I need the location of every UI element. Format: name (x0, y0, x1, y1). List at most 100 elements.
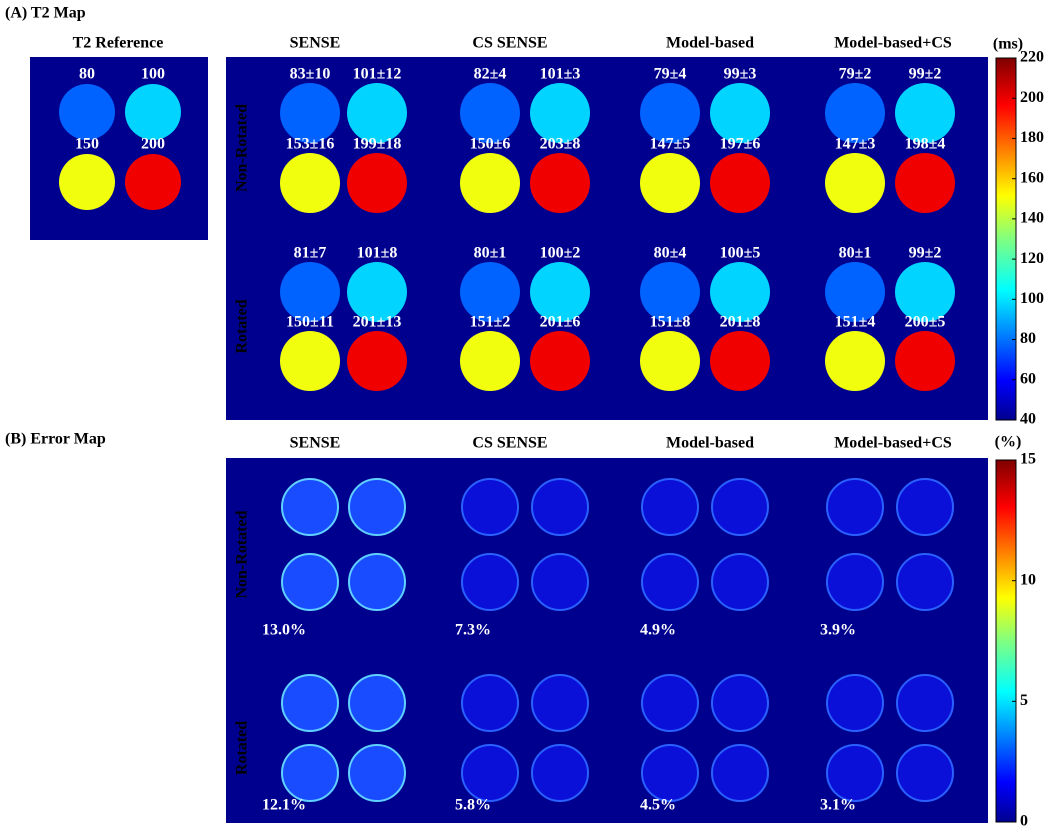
column-header: SENSE (290, 35, 341, 52)
mean-sd-label: 80±1 (474, 245, 507, 262)
error-phantom (461, 553, 519, 611)
colorbar-tick-label: 40 (1020, 411, 1036, 428)
error-phantom (348, 744, 406, 802)
colorbar-tick-label: 0 (1020, 813, 1028, 830)
phantom (125, 84, 181, 140)
row-label: Rotated (234, 299, 251, 353)
phantom (825, 83, 885, 143)
error-phantom (531, 478, 589, 536)
phantom (280, 331, 340, 391)
phantom (640, 153, 700, 213)
mean-sd-label: 151±2 (470, 314, 511, 331)
phantom (710, 331, 770, 391)
colorbar-tick-label: 200 (1020, 89, 1044, 106)
phantom (530, 262, 590, 322)
mean-sd-label: 201±8 (720, 314, 761, 331)
reference-panel (30, 57, 208, 240)
error-phantom (826, 478, 884, 536)
phantom (710, 153, 770, 213)
colorbar-a (995, 57, 1017, 421)
error-phantom (531, 674, 589, 732)
phantom (640, 262, 700, 322)
row-label: Rotated (234, 721, 251, 775)
mean-sd-label: 150±11 (286, 314, 334, 331)
error-label: 3.9% (820, 622, 856, 639)
phantom (530, 83, 590, 143)
phantom (460, 83, 520, 143)
mean-sd-label: 101±8 (357, 245, 398, 262)
error-label: 5.8% (455, 797, 491, 814)
mean-sd-label: 151±8 (650, 314, 691, 331)
phantom (895, 331, 955, 391)
error-phantom (348, 674, 406, 732)
mean-sd-label: 203±8 (540, 136, 581, 153)
mean-sd-label: 83±10 (290, 66, 331, 83)
colorbar-tick-label: 60 (1020, 370, 1036, 387)
mean-sd-label: 99±2 (909, 66, 942, 83)
mean-sd-label: 80±4 (654, 245, 687, 262)
error-label: 3.1% (820, 797, 856, 814)
phantom (347, 83, 407, 143)
mean-sd-label: 100±2 (540, 245, 581, 262)
error-phantom (896, 674, 954, 732)
error-phantom (641, 674, 699, 732)
phantom (347, 331, 407, 391)
mean-sd-label: 150±6 (470, 136, 511, 153)
mean-sd-label: 79±2 (839, 66, 872, 83)
mean-sd-label: 80±1 (839, 245, 872, 262)
phantom (59, 84, 115, 140)
error-phantom (641, 744, 699, 802)
error-label: 4.9% (640, 622, 676, 639)
phantom (125, 154, 181, 210)
phantom (530, 153, 590, 213)
phantom (280, 262, 340, 322)
error-phantom (711, 478, 769, 536)
error-phantom (711, 553, 769, 611)
phantom (710, 262, 770, 322)
phantom (640, 331, 700, 391)
mean-sd-label: 81±7 (294, 245, 327, 262)
phantom (895, 83, 955, 143)
column-header: SENSE (290, 435, 341, 452)
error-phantom (711, 674, 769, 732)
mean-sd-label: 79±4 (654, 66, 687, 83)
mean-sd-label: 199±18 (353, 136, 402, 153)
error-phantom (348, 553, 406, 611)
phantom (530, 331, 590, 391)
error-label: 13.0% (262, 622, 306, 639)
error-phantom (461, 744, 519, 802)
error-phantom (711, 744, 769, 802)
colorbar-tick-label: 120 (1020, 250, 1044, 267)
error-phantom (896, 478, 954, 536)
colorbar-tick-label: 5 (1020, 692, 1028, 709)
colorbar-unit: (ms) (993, 36, 1023, 53)
phantom (710, 83, 770, 143)
error-label: 4.5% (640, 797, 676, 814)
colorbar-tick-label: 140 (1020, 210, 1044, 227)
colorbar-tick-label: 10 (1020, 571, 1036, 588)
phantom (825, 331, 885, 391)
colorbar-tick-label: 100 (1020, 290, 1044, 307)
error-phantom (826, 674, 884, 732)
error-phantom (641, 478, 699, 536)
reference-label: 100 (141, 66, 165, 83)
phantom (460, 262, 520, 322)
phantom (895, 262, 955, 322)
error-label: 7.3% (455, 622, 491, 639)
row-label: Non-Rotated (234, 510, 251, 598)
error-phantom (641, 553, 699, 611)
error-label: 12.1% (262, 797, 306, 814)
colorbar-tick-label: 80 (1020, 330, 1036, 347)
phantom (460, 153, 520, 213)
column-header: CS SENSE (472, 435, 547, 452)
mean-sd-label: 100±5 (720, 245, 761, 262)
error-phantom (281, 553, 339, 611)
error-phantom (348, 478, 406, 536)
column-header: Model-based+CS (834, 435, 952, 452)
phantom (460, 331, 520, 391)
mean-sd-label: 147±3 (835, 136, 876, 153)
mean-sd-label: 201±13 (353, 314, 402, 331)
panel-b-title: (B) Error Map (5, 431, 106, 448)
reference-label: 150 (75, 136, 99, 153)
